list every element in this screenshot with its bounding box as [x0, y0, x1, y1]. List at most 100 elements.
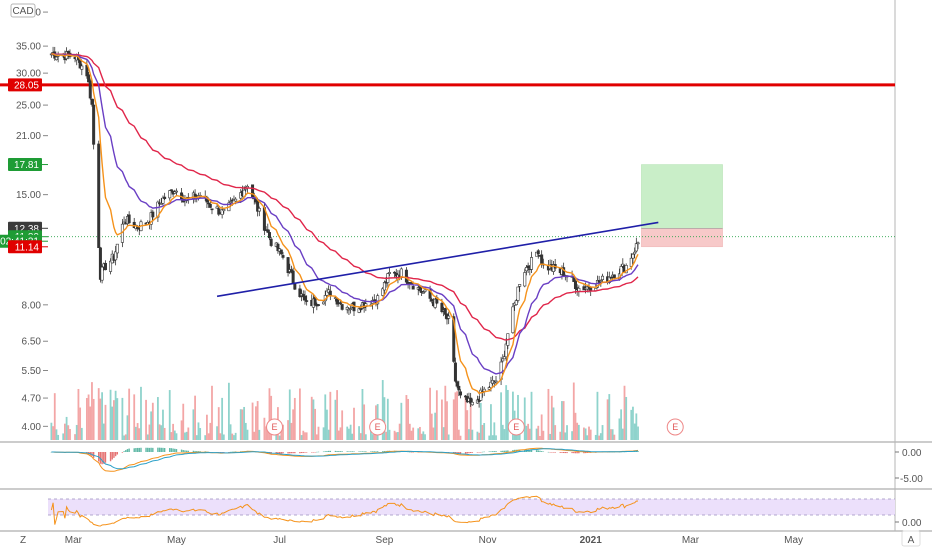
- volume-bar: [197, 422, 200, 440]
- volume-bar: [326, 409, 328, 440]
- candle-body: [514, 300, 518, 305]
- volume-bar: [562, 401, 565, 440]
- earnings-marker[interactable]: E: [369, 418, 387, 436]
- volume-bar: [263, 417, 266, 440]
- macd-histogram-bar: [410, 452, 413, 453]
- macd-histogram-bar: [583, 452, 585, 454]
- candle-body: [168, 190, 172, 199]
- macd-histogram-bar: [185, 450, 188, 452]
- volume-bar: [305, 432, 308, 440]
- candle-body: [524, 266, 528, 272]
- candle-body: [440, 302, 444, 313]
- candle-body: [349, 308, 353, 310]
- volume-bar: [540, 414, 543, 440]
- macd-histogram-bar: [125, 450, 127, 452]
- trendline[interactable]: [216, 221, 659, 298]
- candle: [511, 303, 515, 334]
- time-tick-label: 2021: [580, 535, 603, 546]
- time-tick-label: May: [784, 535, 803, 546]
- macd-histogram-bar: [150, 447, 152, 452]
- candle: [536, 249, 540, 259]
- earnings-marker[interactable]: E: [507, 418, 525, 436]
- candle-body: [518, 284, 522, 287]
- price-badge-bg: [8, 78, 42, 92]
- volume-bar: [299, 388, 301, 440]
- volume-bar: [123, 435, 125, 440]
- macd-histogram-bar: [549, 452, 551, 453]
- macd-histogram-bar: [358, 451, 360, 452]
- macd-histogram-bar: [505, 450, 507, 452]
- candle-body: [207, 202, 211, 205]
- macd-histogram-bar: [148, 447, 151, 452]
- ema-mid-line: [51, 53, 639, 375]
- volume-bar: [606, 399, 609, 440]
- macd-histogram-bar: [180, 449, 183, 452]
- volume-bar: [493, 422, 496, 440]
- volume-bar: [135, 426, 137, 440]
- volume-bar: [65, 416, 68, 440]
- volume-bar: [542, 430, 545, 440]
- candle-body: [501, 358, 505, 362]
- volume-bar: [168, 390, 171, 440]
- macd-histogram-bar: [383, 450, 386, 452]
- position-target-zone[interactable]: [641, 164, 723, 229]
- candle-body: [279, 249, 283, 255]
- volume-bar: [258, 429, 261, 440]
- volume-bar: [574, 412, 577, 440]
- volume-bar: [363, 404, 366, 440]
- macd-histogram-bar: [103, 452, 105, 464]
- macd-histogram-bar: [128, 448, 130, 452]
- volume-bar: [163, 427, 166, 440]
- volume-bar: [133, 394, 136, 440]
- candle: [159, 198, 163, 205]
- candle: [151, 209, 155, 222]
- candle: [443, 307, 447, 319]
- volume-bar: [420, 433, 423, 440]
- earnings-marker[interactable]: E: [666, 418, 684, 436]
- macd-histogram-bar: [375, 451, 377, 452]
- candle: [305, 295, 309, 306]
- auto-scale-toggle[interactable]: A: [901, 530, 921, 547]
- currency-badge[interactable]: CAD: [10, 3, 36, 18]
- volume-bar: [469, 400, 472, 440]
- macd-histogram-bar: [468, 452, 470, 454]
- volume-bar: [62, 433, 65, 440]
- volume-bar: [195, 435, 198, 440]
- volume-bar: [586, 435, 589, 440]
- volume-bar: [251, 402, 254, 440]
- macd-histogram-bar: [311, 452, 313, 453]
- candle-body: [316, 304, 320, 306]
- macd-histogram-bar: [314, 452, 316, 453]
- macd-histogram-bar: [126, 449, 129, 452]
- volume-bar: [244, 422, 247, 440]
- candle: [524, 265, 528, 276]
- volume-bar: [184, 432, 186, 440]
- macd-histogram-bar: [233, 451, 235, 453]
- candle-body: [489, 381, 493, 389]
- volume-bar: [170, 432, 173, 440]
- earnings-marker[interactable]: E: [266, 418, 284, 436]
- macd-histogram-bar: [157, 447, 159, 452]
- candle: [518, 284, 522, 292]
- macd-histogram-bar: [152, 447, 154, 452]
- log-toggle-left[interactable]: Z: [20, 535, 26, 546]
- macd-histogram-bar: [566, 452, 568, 454]
- macd-histogram-bar: [529, 449, 531, 452]
- volume-bar: [102, 423, 105, 440]
- volume-bar: [265, 426, 267, 440]
- auto-scale-box: [901, 530, 921, 547]
- candle: [266, 223, 270, 233]
- macd-histogram-bar: [471, 452, 474, 453]
- candle: [601, 273, 605, 284]
- volume-bar: [481, 424, 484, 440]
- price-badge-bg: [8, 240, 42, 254]
- volume-bar: [114, 390, 117, 440]
- position-stop-zone[interactable]: [641, 228, 723, 248]
- macd-histogram-bar: [564, 452, 567, 454]
- macd-histogram-bar: [324, 451, 326, 452]
- candle: [161, 195, 165, 205]
- volume-bar: [314, 408, 317, 440]
- candle-body: [251, 184, 255, 198]
